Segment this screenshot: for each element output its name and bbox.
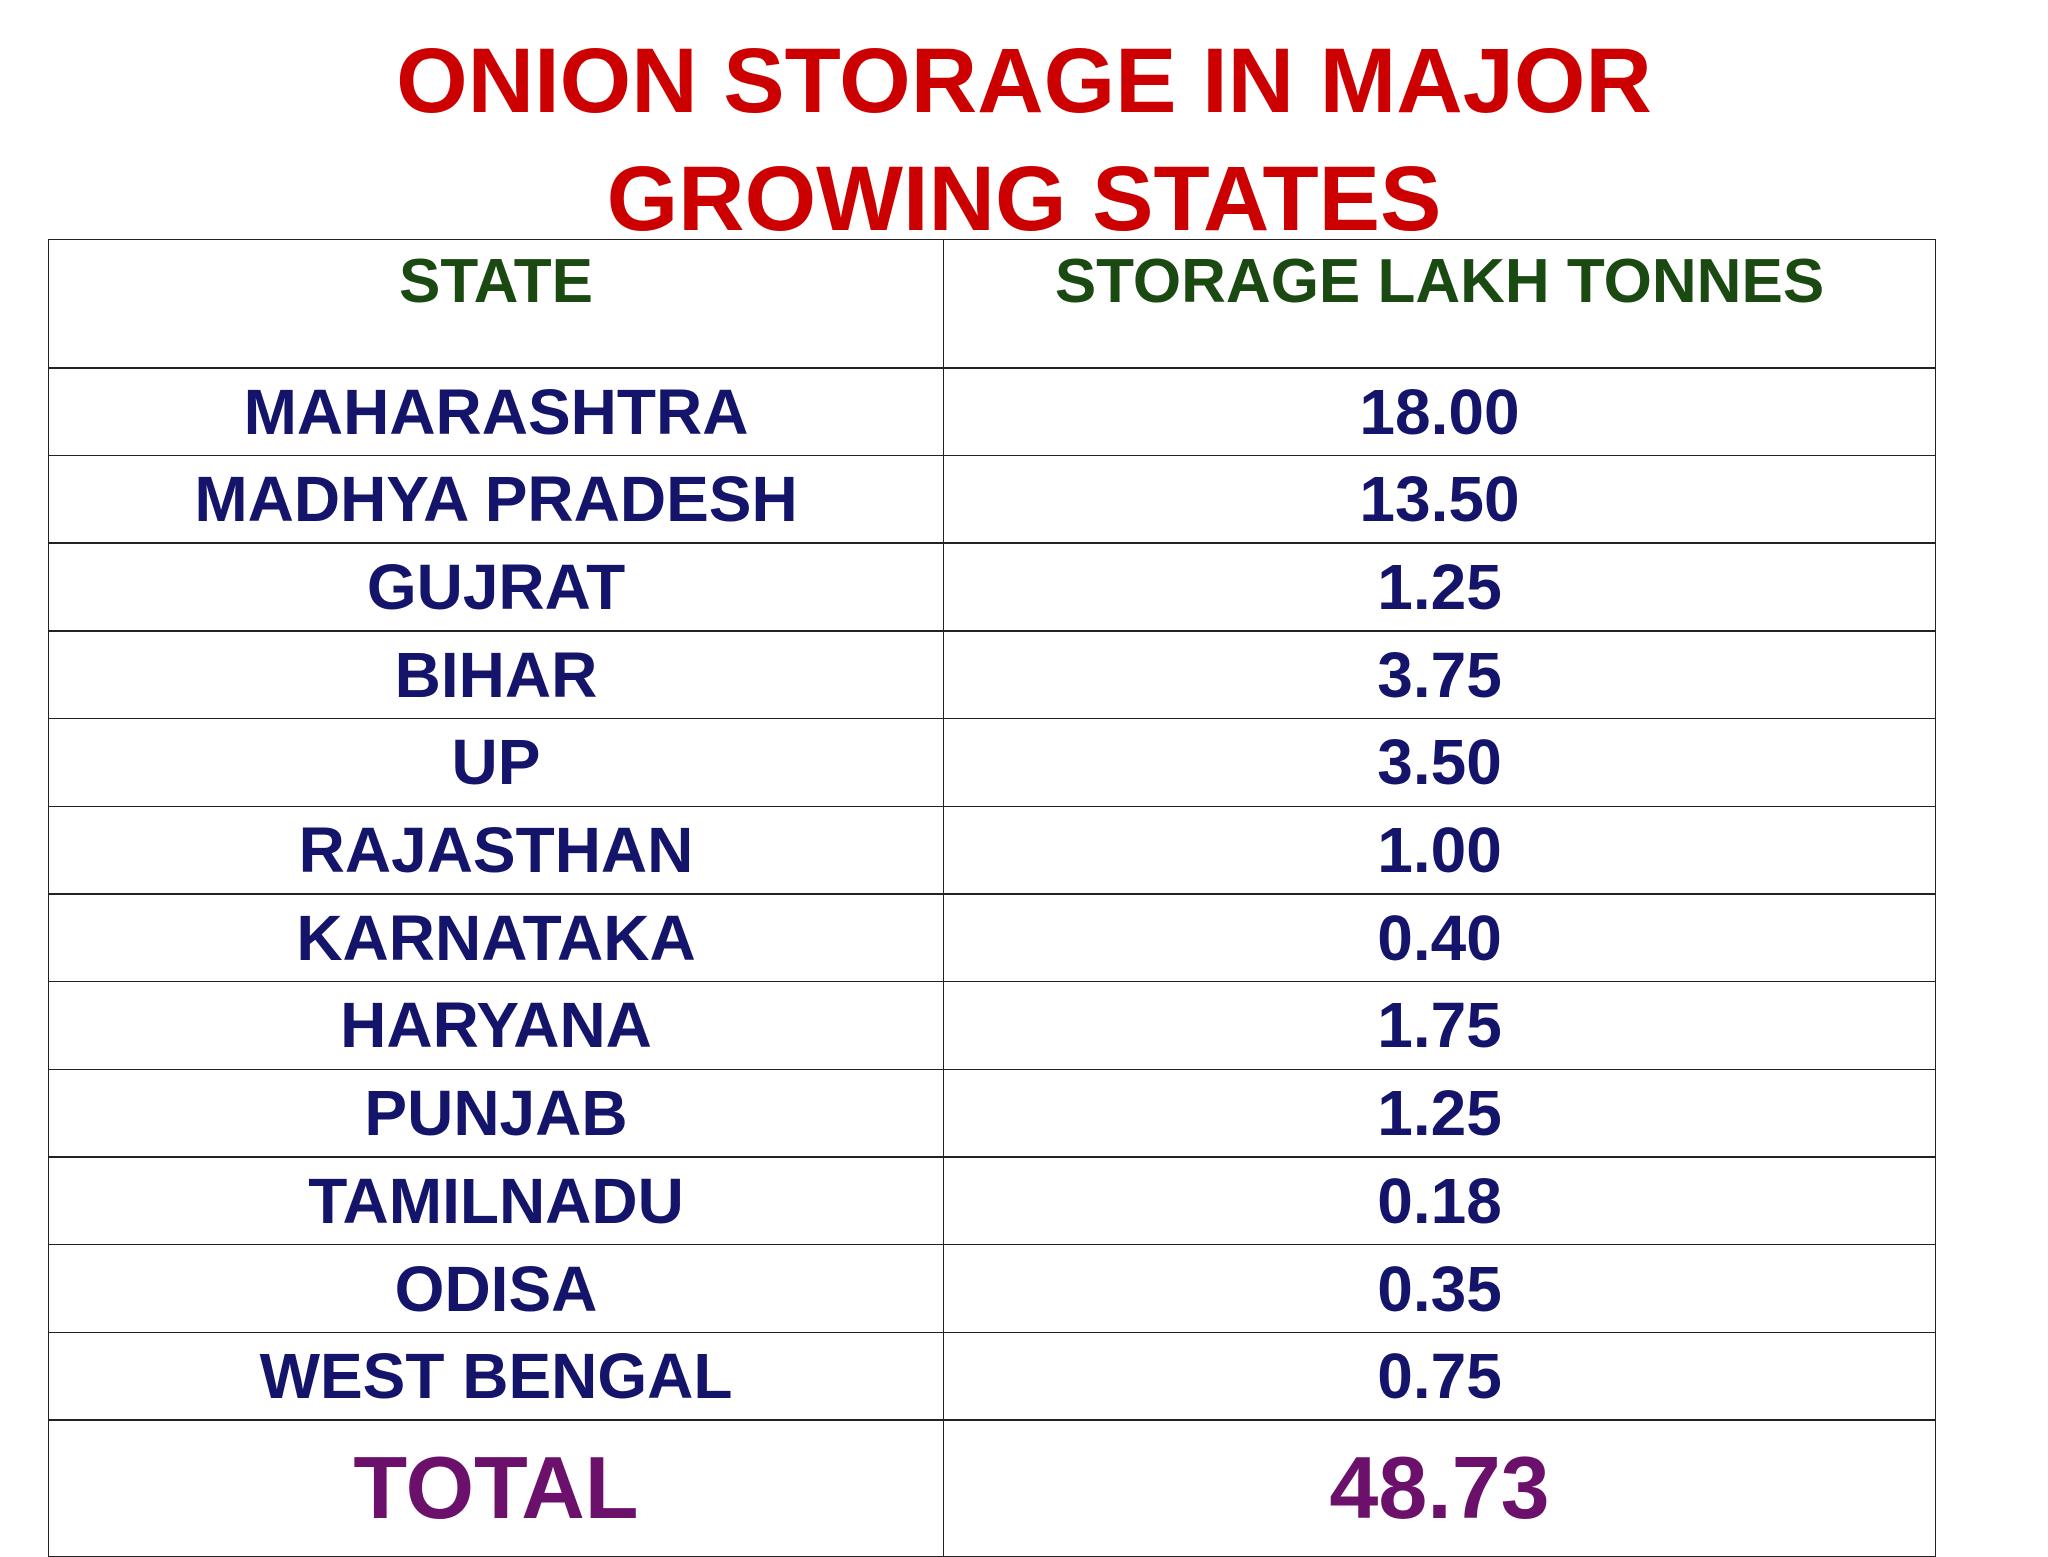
state-name-cell: MAHARASHTRA bbox=[48, 367, 944, 457]
storage-value: 18.00 bbox=[1359, 375, 1520, 448]
state-name: HARYANA bbox=[340, 989, 652, 1062]
state-name: KARNATAKA bbox=[296, 901, 696, 974]
storage-value-cell: 1.00 bbox=[943, 805, 1936, 895]
storage-value: 0.35 bbox=[1377, 1252, 1502, 1325]
state-name-cell: GUJRAT bbox=[48, 542, 944, 632]
storage-value: 0.40 bbox=[1377, 901, 1502, 974]
state-name: MADHYA PRADESH bbox=[194, 463, 798, 536]
state-name: GUJRAT bbox=[366, 550, 626, 623]
column-header: STORAGE LAKH TONNES bbox=[1054, 247, 1825, 316]
storage-value-cell: 0.18 bbox=[943, 1156, 1936, 1246]
storage-value: 0.18 bbox=[1377, 1164, 1502, 1237]
state-name-cell: BIHAR bbox=[48, 630, 944, 720]
state-name-cell: WEST BENGAL bbox=[48, 1331, 944, 1421]
storage-value: 1.75 bbox=[1377, 989, 1502, 1062]
storage-value: 1.25 bbox=[1377, 1077, 1502, 1150]
state-name-cell: KARNATAKA bbox=[48, 893, 944, 983]
storage-value-cell: 1.75 bbox=[943, 980, 1936, 1071]
storage-value-cell: 0.35 bbox=[943, 1244, 1936, 1334]
state-name-cell: RAJASTHAN bbox=[48, 805, 944, 895]
state-name-cell: PUNJAB bbox=[48, 1068, 944, 1158]
state-name: TAMILNADU bbox=[308, 1164, 684, 1237]
state-name: PUNJAB bbox=[364, 1077, 628, 1150]
storage-value-cell: 18.00 bbox=[943, 367, 1936, 457]
title-line: ONION STORAGE IN MAJOR bbox=[396, 30, 1652, 132]
title-line: GROWING STATES bbox=[606, 148, 1442, 250]
state-name: WEST BENGAL bbox=[259, 1340, 733, 1413]
storage-table: STATE STORAGE LAKH TONNES MAHARASHTRA 18.00… bbox=[48, 239, 1936, 1557]
total-label: TOTAL bbox=[353, 1438, 639, 1538]
storage-value: 3.50 bbox=[1377, 726, 1502, 799]
storage-value-cell: 0.75 bbox=[943, 1331, 1936, 1421]
storage-value-cell: 3.50 bbox=[943, 717, 1936, 807]
column-header-cell: STORAGE LAKH TONNES bbox=[943, 239, 1936, 369]
storage-value-cell: 1.25 bbox=[943, 1068, 1936, 1158]
storage-value: 1.25 bbox=[1377, 550, 1502, 623]
storage-value-cell: 13.50 bbox=[943, 454, 1936, 544]
column-header-cell: STATE bbox=[48, 239, 944, 369]
total-label-cell: TOTAL bbox=[48, 1419, 944, 1557]
storage-value-cell: 0.40 bbox=[943, 893, 1936, 983]
total-value: 48.73 bbox=[1329, 1438, 1550, 1538]
state-name-cell: TAMILNADU bbox=[48, 1156, 944, 1246]
storage-value: 1.00 bbox=[1377, 814, 1502, 887]
state-name: RAJASTHAN bbox=[298, 814, 694, 887]
column-header: STATE bbox=[398, 247, 594, 316]
state-name-cell: MADHYA PRADESH bbox=[48, 454, 944, 544]
state-name: ODISA bbox=[394, 1252, 598, 1325]
storage-value: 0.75 bbox=[1377, 1340, 1502, 1413]
storage-value: 13.50 bbox=[1359, 463, 1520, 536]
state-name-cell: UP bbox=[48, 717, 944, 807]
state-name: MAHARASHTRA bbox=[243, 375, 749, 448]
storage-value: 3.75 bbox=[1377, 638, 1502, 711]
storage-value-cell: 1.25 bbox=[943, 542, 1936, 632]
total-value-cell: 48.73 bbox=[943, 1419, 1936, 1557]
state-name: BIHAR bbox=[394, 638, 598, 711]
storage-value-cell: 3.75 bbox=[943, 630, 1936, 720]
state-name-cell: ODISA bbox=[48, 1244, 944, 1334]
state-name: UP bbox=[451, 726, 541, 799]
state-name-cell: HARYANA bbox=[48, 980, 944, 1071]
